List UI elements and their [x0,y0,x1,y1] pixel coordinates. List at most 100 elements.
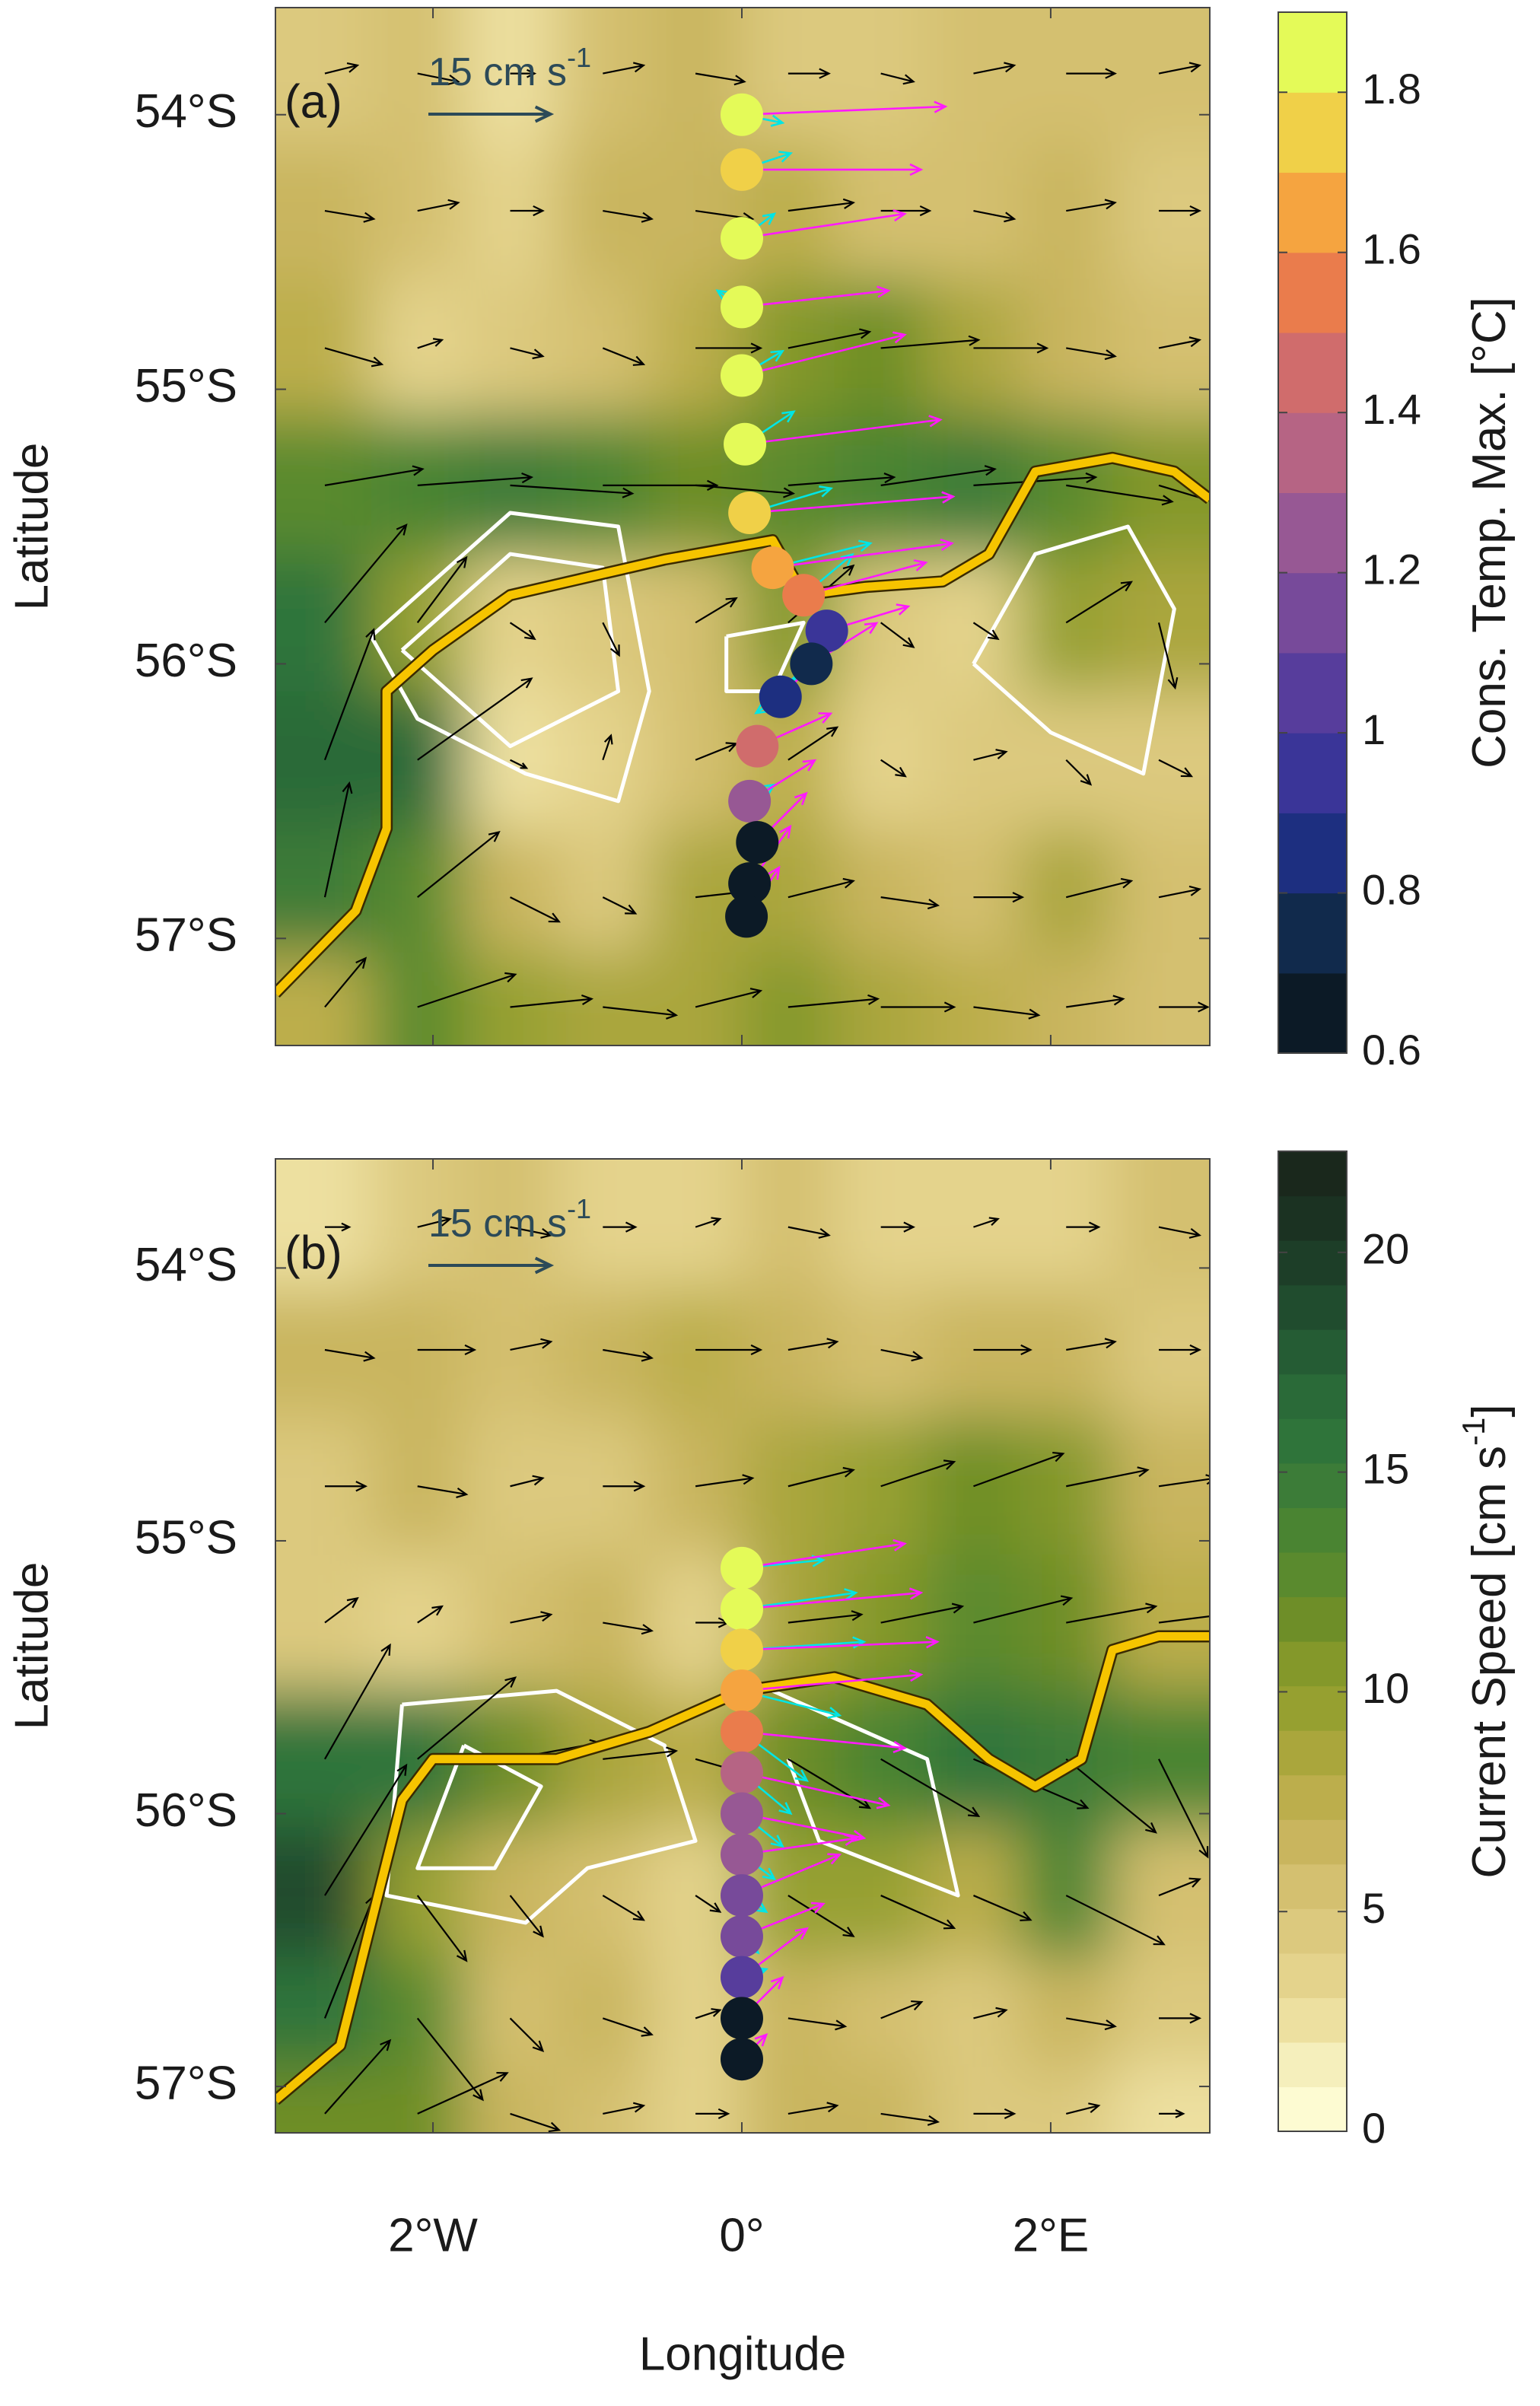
speed-cell [834,1956,928,2067]
colorbar-swatch [1278,813,1347,894]
velocity-arrow [417,1344,477,1356]
colorbar-swatch [1278,1151,1347,1197]
velocity-arrow [880,1895,956,1930]
adcp-arrow [741,1636,940,1651]
velocity-arrow [1159,2109,1185,2118]
velocity-arrow [880,1348,924,1362]
velocity-arrow [1065,2102,1101,2115]
velocity-arrow [324,523,408,624]
velocity-arrow [880,896,940,910]
speed-cell [1020,1159,1114,1290]
velocity-arrow [695,1474,755,1488]
velocity-arrow [973,209,1017,223]
speed-cell [275,691,372,829]
speed-cell [927,8,1021,143]
velocity-arrow [788,1758,872,1809]
colorbar-swatch [1278,332,1347,413]
speed-cell [1112,1554,1210,1692]
velocity-arrow [510,1611,553,1624]
velocity-arrow [973,1895,1032,1921]
colorbar-swatch [1278,2086,1347,2132]
contour-line [772,1688,960,1898]
velocity-arrow [695,484,796,498]
velocity-arrow [695,1217,722,1228]
velocity-arrow [788,1466,855,1488]
contour-line [369,511,651,804]
velocity-arrow [602,347,646,366]
adcp-arrow [741,1669,924,1692]
velocity-arrow [1066,1602,1158,1624]
velocity-arrow [603,62,646,75]
adcp-arrow [772,538,954,569]
speed-cell [371,2066,465,2133]
speed-cell [1020,8,1114,143]
speed-cell [275,416,372,555]
speed-cell [556,1827,651,1958]
velocity-arrow [695,2108,730,2119]
x-axis-label: Longitude [639,2328,846,2380]
velocity-arrow [788,994,880,1008]
velocity-arrow [510,68,537,78]
velocity-arrow [324,956,368,1008]
colorbar-label: Current Speed [cm s-1] [1456,1404,1516,1878]
velocity-arrow [324,1222,352,1232]
speed-cell [1112,1956,1210,2067]
x-tick-label: 2°E [1013,2209,1090,2261]
adcp-arrow [741,1539,907,1570]
velocity-arrow [510,347,545,360]
colorbar-swatch [1278,1373,1347,1419]
velocity-arrow [1066,1338,1117,1351]
colorbar-box [1278,11,1348,1054]
colorbar-swatch [1278,172,1347,253]
track-point [720,1792,763,1835]
velocity-arrow [510,896,561,923]
colorbar-swatch [1278,1418,1347,1464]
contour-line [400,552,621,749]
contour-line [415,1743,543,1870]
scale-key-label: 15 cm s-1 [428,1193,591,1246]
track-point [720,1914,763,1958]
track-point [725,895,768,938]
speed-cell [927,1159,1021,1290]
track-point [720,217,763,260]
velocity-arrow [880,759,907,778]
colorbar-tick-label: 0.8 [1362,865,1421,913]
velocity-arrow [417,199,460,212]
panel-label: (a) [285,75,342,128]
colorbar-swatch [1278,733,1347,813]
speed-cell [275,554,372,692]
speed-cell [834,2066,928,2133]
velocity-arrow [417,677,533,761]
speed-cell [1020,1956,1114,2067]
speed-cell [275,279,372,418]
velocity-arrow [417,2071,509,2115]
y-tick-label: 55°S [135,1511,237,1564]
velocity-arrow [417,472,534,486]
velocity-arrow [1158,885,1201,899]
velocity-arrow [416,2017,484,2102]
velocity-arrow [603,1348,654,1362]
velocity-arrow [695,1895,722,1913]
velocity-arrow [323,781,353,898]
colorbar-tick-label: 15 [1362,1444,1409,1492]
velocity-arrow [973,2007,1008,2019]
colorbar-swatch [1278,1596,1347,1642]
speed-cell [463,2066,558,2133]
overlay [275,1216,1210,2133]
speed-cell [741,952,835,1045]
speed-cell [275,1288,372,1419]
colorbar-swatch [1278,1863,1347,1909]
speed-cell [275,1691,372,1828]
track-point [720,285,763,329]
velocity-arrow [973,62,1017,75]
scale-key-sup: -1 [567,42,591,73]
speed-cell [275,8,372,143]
velocity-arrow [324,209,376,223]
speed-cell [741,2066,835,2133]
colorbar-label-text: Current Speed [cm s [1463,1446,1516,1879]
y-tick-label: 56°S [135,635,237,687]
track-point [720,1833,763,1876]
velocity-arrow [417,1485,469,1498]
velocity-arrow [510,484,635,498]
